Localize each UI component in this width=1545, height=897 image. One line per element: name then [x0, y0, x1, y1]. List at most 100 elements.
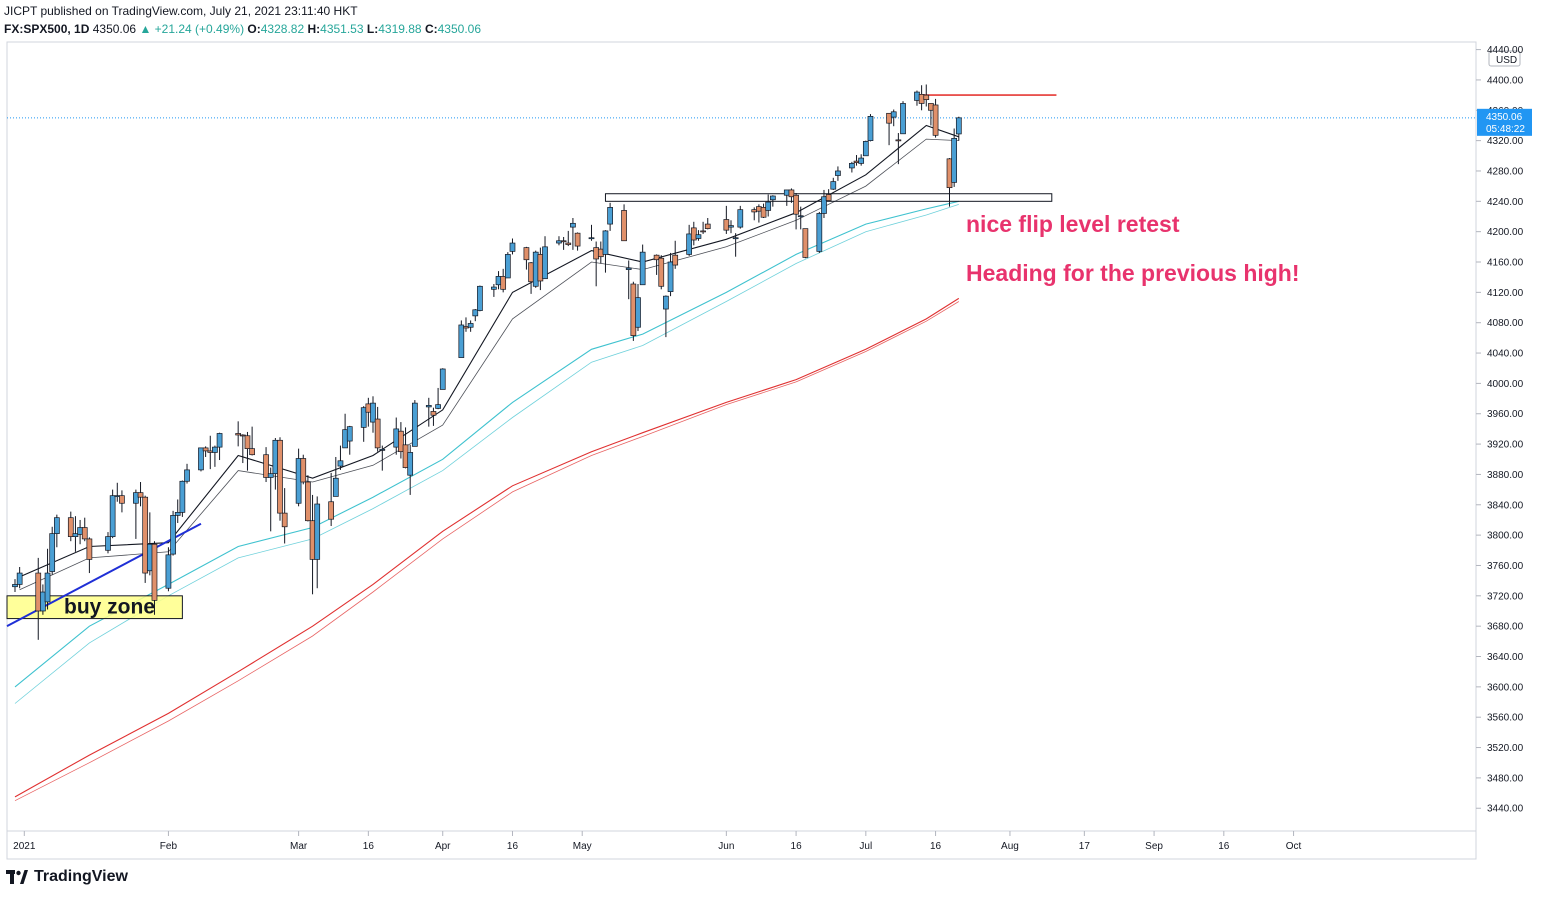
candle: [797, 206, 804, 230]
candle: [216, 432, 223, 461]
price-tick-label: 3520.00: [1487, 743, 1524, 754]
candle-body: [365, 403, 372, 413]
price-tick-label: 4200.00: [1487, 227, 1524, 238]
candle: [114, 482, 121, 502]
candle-body: [751, 209, 758, 213]
candle: [732, 233, 739, 257]
candle: [672, 240, 679, 269]
candle: [393, 417, 400, 455]
candle: [621, 204, 627, 242]
candle: [35, 557, 42, 640]
candle-body: [425, 405, 432, 408]
candle: [728, 220, 734, 234]
candle-body: [12, 584, 18, 588]
drawings: buy zone: [6, 94, 1476, 628]
candle: [44, 548, 51, 610]
candle: [923, 84, 930, 107]
candle-body: [765, 201, 772, 211]
footer-brand[interactable]: TradingView: [6, 868, 128, 886]
close-label: C:: [424, 22, 438, 36]
candle: [658, 255, 665, 290]
candle-body: [928, 103, 934, 111]
price-tick-label: 4160.00: [1487, 258, 1524, 269]
change-label: ▲ +21.24 (+0.49%): [139, 22, 245, 36]
candle-body: [374, 418, 381, 449]
brand-label: TradingView: [34, 868, 128, 885]
candle-body: [835, 170, 841, 176]
time-axis[interactable]: 2021 Feb Mar 16 Apr 16 May Jun 16 Jul 16 Aug 17 Sep 16…: [13, 831, 1302, 852]
candle: [723, 205, 730, 234]
publisher-line: JICPT published on TradingView.com, July…: [4, 4, 358, 18]
price-tick-label: 4080.00: [1487, 318, 1524, 329]
candle-body: [35, 572, 42, 612]
price-axis[interactable]: USD4440.004400.004360.004320.004280.0042…: [1476, 45, 1532, 815]
candle-body: [504, 254, 511, 279]
candle-body: [667, 261, 674, 292]
candle: [458, 320, 465, 358]
candle: [295, 448, 302, 507]
candle-body: [602, 230, 609, 255]
candle: [542, 236, 548, 280]
candle: [239, 434, 246, 464]
candle: [235, 421, 242, 447]
price-tick-label: 4000.00: [1487, 379, 1524, 390]
candle-body: [263, 454, 269, 478]
candle-body: [235, 433, 242, 436]
candle: [532, 250, 539, 288]
candle-body: [658, 257, 665, 287]
candle: [765, 194, 772, 217]
candle: [751, 207, 758, 221]
candle: [309, 494, 316, 595]
candle: [495, 271, 502, 290]
candle: [528, 262, 534, 294]
candle: [835, 166, 841, 181]
candle: [849, 161, 855, 173]
ma-line-mid-1: [14, 200, 959, 688]
candle: [328, 472, 335, 527]
annotation-labels: nice flip level retest Heading for the p…: [966, 211, 1300, 286]
candle: [477, 285, 483, 312]
last-price-label: 4350.06: [1486, 112, 1523, 123]
candle-body: [630, 283, 637, 336]
candle-body: [477, 285, 483, 311]
candle: [142, 495, 149, 583]
candle: [635, 284, 641, 332]
candle: [556, 236, 562, 246]
price-tick-label: 3600.00: [1487, 682, 1524, 693]
candle: [16, 566, 23, 589]
candle: [862, 140, 869, 157]
time-tick-label: 2021: [13, 841, 36, 852]
candle-body: [607, 207, 613, 225]
candle-body: [277, 439, 283, 514]
buy-zone-box: [6, 595, 183, 620]
price-tick-label: 3760.00: [1487, 561, 1524, 572]
price-tick-label: 3920.00: [1487, 440, 1524, 451]
candle: [202, 446, 209, 457]
time-tick-label: 17: [1079, 841, 1091, 852]
tradingview-logo-icon: [6, 870, 28, 884]
candle-body: [239, 434, 246, 437]
candle-body: [360, 407, 367, 428]
candle: [425, 397, 432, 427]
candle-body: [737, 209, 744, 228]
candle: [407, 444, 414, 495]
candle: [928, 103, 934, 126]
candle-body: [295, 458, 302, 504]
buy-zone-label: buy zone: [64, 596, 155, 619]
candle-body: [653, 254, 660, 261]
candle-body: [825, 194, 832, 201]
candle-body: [86, 538, 93, 560]
candle-body: [174, 512, 181, 516]
time-tick-label: 16: [930, 841, 942, 852]
candle-body: [821, 196, 827, 214]
candle-body: [570, 222, 576, 228]
candle-body: [500, 276, 507, 290]
candle-body: [328, 501, 335, 520]
candle-body: [700, 230, 706, 233]
time-tick-label: Sep: [1145, 841, 1163, 852]
candle: [81, 517, 88, 542]
candle: [602, 230, 609, 273]
close-value: 4350.06: [437, 22, 482, 36]
candle: [305, 475, 311, 522]
